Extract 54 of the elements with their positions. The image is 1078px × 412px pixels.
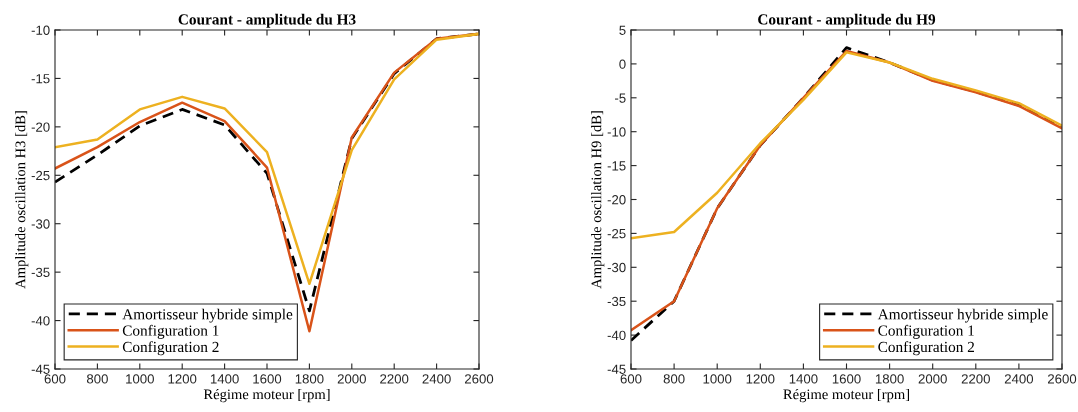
x-axis-title: Régime moteur [rpm] (783, 388, 909, 403)
legend-label: Amortisseur hybride simple (122, 308, 293, 323)
y-tick-label: 0 (619, 59, 626, 69)
y-tick-label: -35 (607, 296, 626, 307)
x-tick-label: 600 (620, 374, 642, 384)
x-tick-label: 2600 (464, 374, 494, 384)
y-axis-title: Amplitude oscillation H9 [dB] (591, 111, 605, 289)
x-tick-label: 2400 (422, 374, 451, 384)
x-tick-label: 800 (663, 374, 685, 384)
legend-label: Amortisseur hybride simple (877, 308, 1048, 323)
y-axis-title: Amplitude oscillation H3 [dB] (15, 111, 29, 289)
legend-label: Configuration 1 (122, 324, 219, 339)
x-tick-label: 2200 (961, 374, 990, 384)
x-tick-label: 1600 (253, 374, 282, 384)
x-tick-label: 1000 (703, 374, 732, 384)
y-tick-label: -20 (31, 122, 50, 132)
y-tick-label: -15 (31, 74, 50, 84)
line-series (631, 51, 1062, 240)
x-tick-label: 2000 (337, 374, 366, 384)
x-tick-label: 2600 (1047, 374, 1077, 384)
y-tick-label: -40 (607, 330, 626, 341)
x-tick-label: 600 (44, 374, 66, 384)
y-tick-label: -15 (607, 161, 626, 171)
legend-label: Configuration 1 (878, 324, 974, 339)
x-tick-label: 800 (86, 374, 108, 384)
y-tick-label: -40 (31, 316, 50, 326)
x-tick-label: 2000 (918, 374, 947, 384)
y-tick-label: -25 (31, 170, 50, 181)
x-tick-label: 1600 (832, 374, 861, 384)
y-tick-label: -35 (31, 267, 50, 278)
y-tick-label: -25 (607, 228, 626, 239)
x-tick-label: 1200 (746, 374, 775, 384)
y-tick-label: -20 (607, 195, 626, 205)
y-tick-label: -45 (31, 364, 50, 374)
y-tick-label: -10 (31, 25, 50, 35)
y-tick-label: 5 (619, 25, 626, 35)
y-tick-label: -30 (607, 262, 626, 273)
x-tick-label: 1800 (295, 374, 324, 384)
legend-label: Configuration 2 (878, 341, 974, 356)
x-tick-label: 1200 (168, 374, 197, 384)
y-tick-label: -5 (614, 93, 626, 103)
legend-label: Configuration 2 (122, 341, 219, 356)
x-tick-label: 2200 (380, 374, 409, 384)
x-tick-label: 2400 (1004, 374, 1034, 384)
x-axis-title: Régime moteur [rpm] (203, 388, 330, 403)
chart-title: Courant - amplitude du H3 (178, 13, 356, 28)
x-tick-label: 1000 (126, 374, 154, 384)
x-tick-label: 1400 (789, 374, 818, 384)
y-tick-label: -30 (31, 219, 50, 229)
chart-title: Courant - amplitude du H9 (758, 13, 936, 28)
y-tick-label: -45 (607, 364, 626, 374)
x-tick-label: 1400 (210, 374, 239, 384)
y-tick-label: -10 (607, 127, 626, 137)
x-tick-label: 1800 (875, 374, 904, 384)
